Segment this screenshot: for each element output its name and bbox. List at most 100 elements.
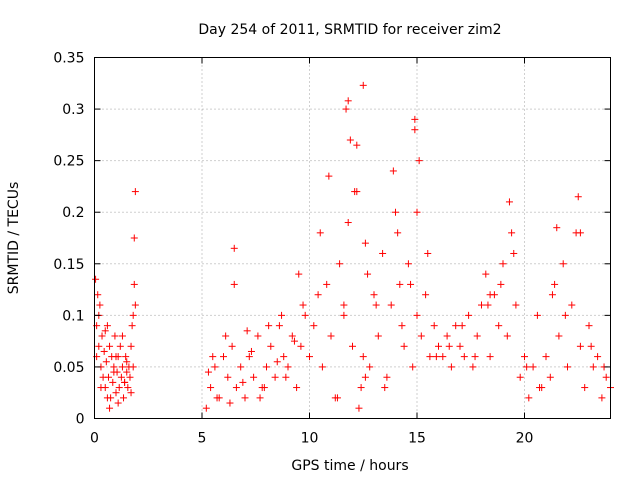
data-point — [404, 260, 412, 268]
data-point — [510, 249, 518, 257]
data-point — [424, 249, 432, 257]
data-point — [256, 394, 264, 402]
data-point — [310, 322, 318, 330]
data-point — [336, 260, 344, 268]
data-point — [361, 373, 369, 381]
data-point — [473, 332, 481, 340]
data-point — [323, 280, 331, 288]
data-point — [392, 208, 399, 216]
data-point — [548, 291, 556, 299]
data-point — [273, 358, 281, 366]
data-point — [117, 373, 125, 381]
data-point — [106, 342, 114, 350]
data-point — [230, 244, 238, 252]
data-point — [243, 327, 251, 335]
data-point — [265, 322, 273, 330]
data-point — [275, 322, 283, 330]
data-point — [112, 353, 120, 361]
data-point — [209, 353, 217, 361]
data-point — [228, 342, 236, 350]
data-point — [505, 198, 513, 206]
data-point — [521, 353, 528, 361]
data-point — [301, 311, 309, 319]
y-tick-label: 0.25 — [53, 154, 84, 170]
data-point — [359, 353, 367, 361]
data-point — [353, 141, 361, 149]
data-point — [109, 378, 117, 386]
y-tick-label: 0.15 — [53, 257, 84, 273]
data-point — [316, 229, 324, 237]
data-point — [101, 327, 109, 335]
plot-frame — [94, 57, 611, 419]
data-point — [232, 384, 240, 392]
data-point — [290, 337, 298, 345]
data-point — [299, 301, 307, 309]
data-point — [306, 353, 313, 361]
data-point — [361, 239, 369, 247]
data-point — [131, 188, 139, 196]
data-point — [551, 280, 559, 288]
data-point — [400, 342, 408, 350]
data-point — [349, 342, 356, 350]
data-point — [478, 301, 485, 309]
data-point — [407, 280, 415, 288]
data-point — [568, 301, 576, 309]
data-point — [202, 404, 210, 412]
data-point — [222, 332, 230, 340]
data-point — [124, 384, 132, 392]
data-point — [411, 115, 419, 123]
data-point — [263, 363, 270, 371]
data-point — [318, 363, 326, 371]
data-point — [512, 301, 520, 309]
data-point — [120, 394, 128, 402]
data-point — [435, 342, 442, 350]
data-point — [267, 342, 275, 350]
data-point — [128, 322, 136, 330]
data-point — [379, 249, 387, 257]
data-point — [372, 301, 380, 309]
data-point — [555, 332, 563, 340]
y-axis-label: SRMTID / TECUs — [6, 182, 22, 295]
data-point — [280, 353, 288, 361]
data-point — [413, 208, 421, 216]
data-point — [445, 342, 453, 350]
data-point — [237, 363, 245, 371]
data-point — [413, 311, 421, 319]
data-point — [411, 126, 419, 134]
data-point — [127, 389, 135, 397]
x-tick-label: 0 — [90, 431, 99, 447]
data-point — [576, 342, 584, 350]
data-point — [486, 353, 494, 361]
data-point — [351, 188, 359, 196]
data-point — [542, 353, 550, 361]
data-point — [471, 353, 479, 361]
data-point — [207, 384, 215, 392]
data-point — [499, 260, 507, 268]
data-point — [422, 291, 430, 299]
data-point — [103, 322, 111, 330]
data-point — [325, 172, 333, 180]
data-point — [574, 193, 582, 201]
data-point — [482, 270, 490, 278]
data-point — [327, 332, 335, 340]
data-point — [123, 358, 131, 366]
data-point — [387, 301, 395, 309]
x-tick-label: 15 — [408, 431, 426, 447]
data-point — [516, 373, 524, 381]
data-point — [383, 373, 391, 381]
data-point — [417, 332, 425, 340]
data-point — [293, 384, 301, 392]
data-point — [278, 311, 286, 319]
data-point — [486, 291, 494, 299]
data-point — [224, 373, 232, 381]
data-point — [282, 373, 290, 381]
data-point — [130, 234, 138, 242]
data-point — [357, 384, 365, 392]
data-point — [100, 347, 108, 355]
y-tick-label: 0.05 — [53, 360, 84, 376]
data-point — [443, 332, 451, 340]
y-tick-label: 0.1 — [62, 308, 84, 324]
y-tick-label: 0.35 — [53, 51, 84, 67]
data-point — [602, 373, 610, 381]
